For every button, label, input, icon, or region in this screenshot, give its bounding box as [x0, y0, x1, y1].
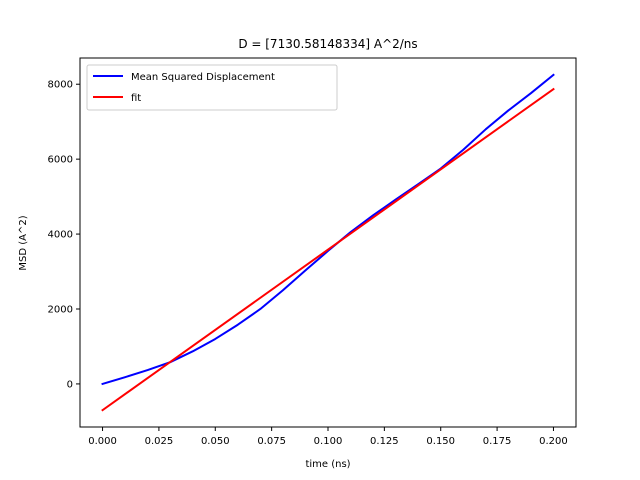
y-tick-label: 6000 — [48, 155, 73, 166]
legend-box — [86, 64, 338, 111]
y-tick-label: 2000 — [48, 304, 73, 315]
x-tick-label: 0.075 — [257, 436, 286, 447]
x-tick-label: 0.175 — [483, 436, 512, 447]
series-layer — [101, 73, 555, 412]
x-axis: 0.000 0.025 0.050 0.075 0.100 0.125 0.150 0.175… — [88, 427, 568, 447]
series-line-1 — [101, 87, 555, 412]
y-axis: 0 2000 4000 6000 8000 — [48, 80, 80, 390]
x-tick-label: 0.100 — [314, 436, 343, 447]
plot-frame — [79, 57, 577, 428]
legend-label-msd: Mean Squared Displacement — [131, 72, 275, 83]
x-tick-label: 0.025 — [145, 436, 174, 447]
x-tick-label: 0.125 — [370, 436, 399, 447]
chart-title: D = [7130.58148334] A^2/ns — [238, 37, 417, 51]
x-tick-label: 0.150 — [426, 436, 455, 447]
x-axis-label: time (ns) — [305, 459, 350, 470]
y-tick-label: 0 — [67, 379, 73, 390]
series-line-0 — [101, 73, 555, 386]
legend-label-fit: fit — [131, 93, 141, 104]
y-tick-label: 4000 — [48, 230, 73, 241]
x-tick-label: 0.000 — [88, 436, 117, 447]
x-tick-label: 0.050 — [201, 436, 230, 447]
legend: Mean Squared Displacement fit — [86, 64, 338, 111]
y-axis-label: MSD (A^2) — [18, 215, 29, 270]
x-tick-label: 0.200 — [539, 436, 568, 447]
y-tick-label: 8000 — [48, 80, 73, 91]
